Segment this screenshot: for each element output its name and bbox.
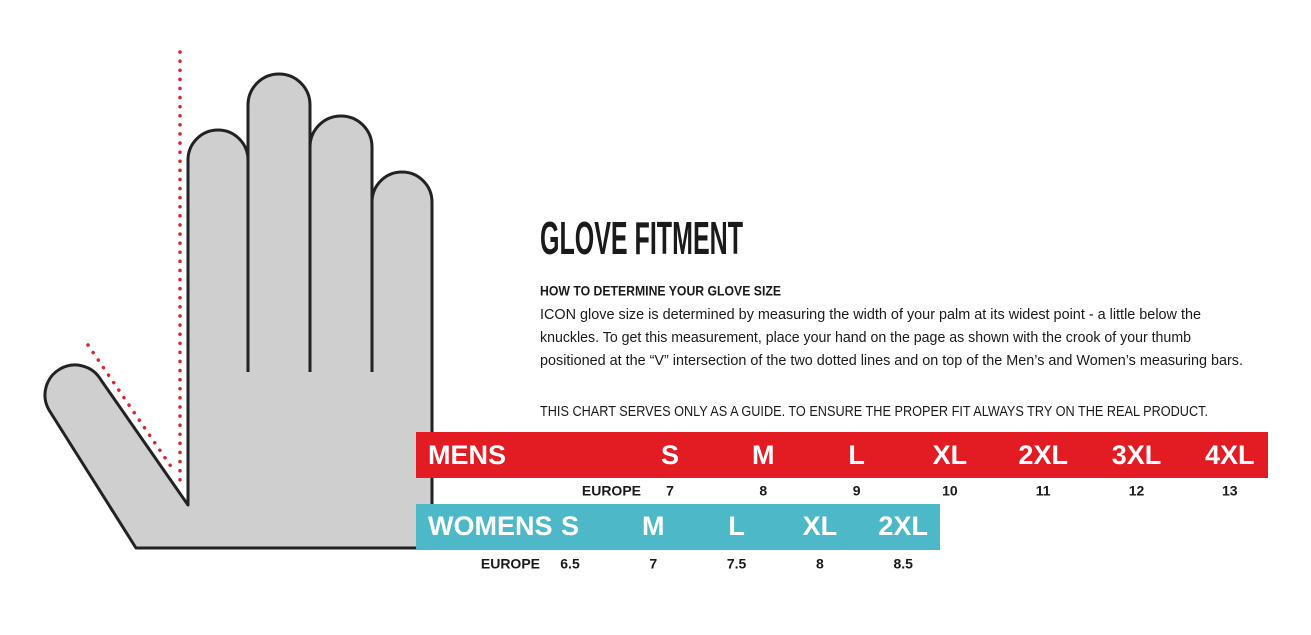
europe-size: 7 bbox=[649, 556, 657, 572]
europe-label: EUROPE bbox=[481, 556, 540, 572]
size-label: 2XL bbox=[878, 511, 928, 541]
europe-size: 8 bbox=[816, 556, 824, 572]
europe-size: 11 bbox=[1036, 483, 1051, 499]
europe-size: 8 bbox=[759, 483, 767, 499]
europe-size: 10 bbox=[942, 483, 958, 499]
title: GLOVE FITMENT bbox=[540, 212, 743, 264]
body-line: knuckles. To get this measurement, place… bbox=[540, 330, 1191, 346]
europe-size: 7 bbox=[666, 483, 674, 499]
europe-size: 6.5 bbox=[560, 556, 580, 572]
body-line: positioned at the “V” intersection of th… bbox=[540, 353, 1243, 369]
disclaimer: THIS CHART SERVES ONLY AS A GUIDE. TO EN… bbox=[540, 404, 1208, 420]
size-label: M bbox=[642, 511, 665, 541]
size-label: 4XL bbox=[1205, 440, 1255, 470]
size-label: XL bbox=[803, 511, 838, 541]
womens-label: WOMENS bbox=[428, 511, 553, 541]
mens-bar bbox=[416, 432, 1268, 478]
size-label: S bbox=[561, 511, 579, 541]
womens-bar bbox=[416, 504, 940, 550]
size-label: S bbox=[661, 440, 679, 470]
finger-lines bbox=[246, 147, 374, 372]
measure-lines bbox=[86, 50, 182, 482]
size-label: 3XL bbox=[1112, 440, 1162, 470]
europe-size: 7.5 bbox=[727, 556, 747, 572]
size-label: L bbox=[728, 511, 745, 541]
size-label: 2XL bbox=[1018, 440, 1068, 470]
mens-label: MENS bbox=[428, 440, 506, 470]
body-line: ICON glove size is determined by measuri… bbox=[540, 307, 1201, 323]
europe-size: 9 bbox=[853, 483, 861, 499]
hand-illustration bbox=[43, 50, 434, 550]
europe-size: 13 bbox=[1222, 483, 1238, 499]
europe-label: EUROPE bbox=[582, 483, 641, 499]
size-label: L bbox=[848, 440, 865, 470]
europe-size: 12 bbox=[1129, 483, 1145, 499]
hand bbox=[43, 72, 434, 550]
size-label: XL bbox=[933, 440, 968, 470]
size-label: M bbox=[752, 440, 775, 470]
subtitle: HOW TO DETERMINE YOUR GLOVE SIZE bbox=[540, 283, 781, 299]
europe-size: 8.5 bbox=[893, 556, 913, 572]
